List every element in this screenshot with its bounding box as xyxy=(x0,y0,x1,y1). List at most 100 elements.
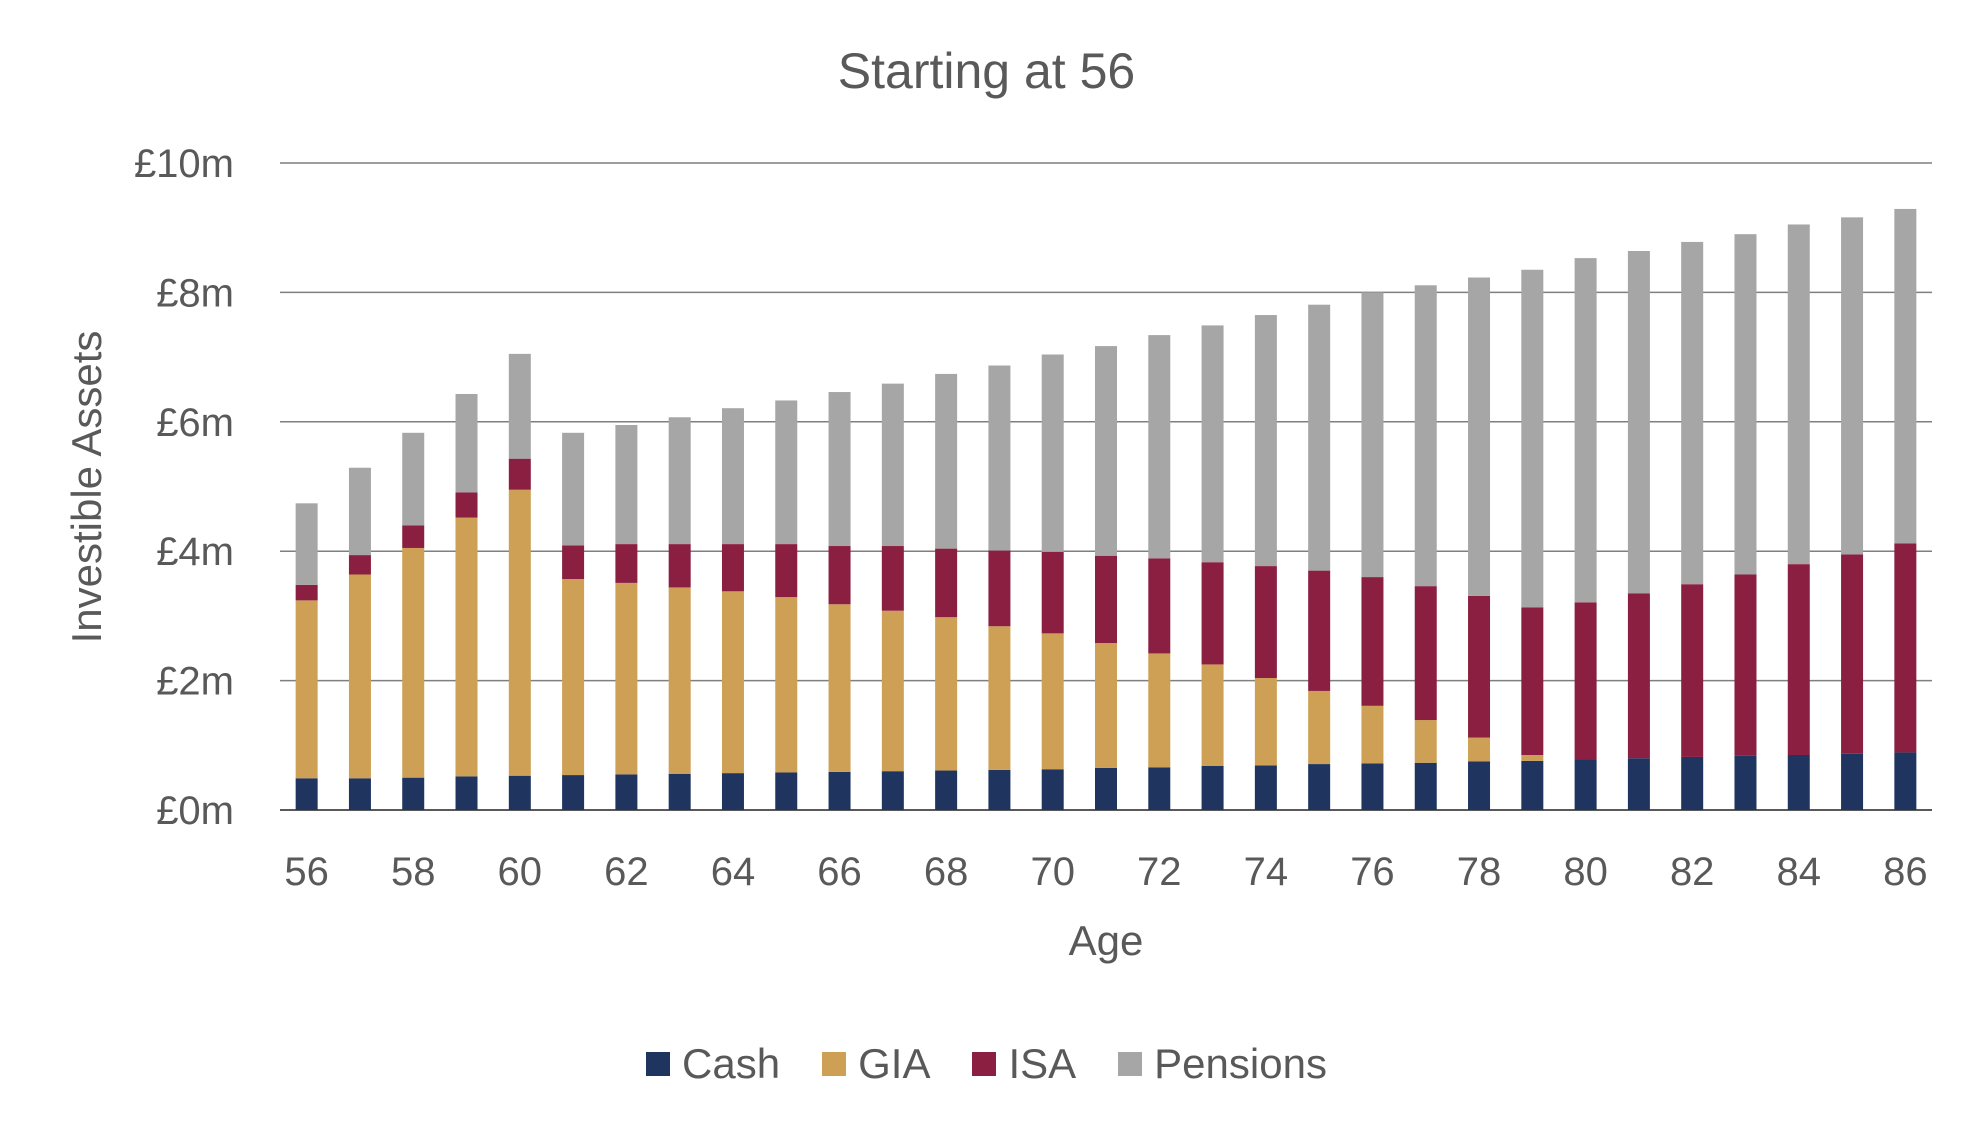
bar-isa-65 xyxy=(775,544,798,598)
bar-pensions-59 xyxy=(455,393,478,493)
bar-gia-60 xyxy=(508,489,531,776)
legend-swatch xyxy=(1118,1052,1143,1076)
bar-isa-82 xyxy=(1681,584,1704,757)
bar-pensions-67 xyxy=(881,383,904,547)
bar-pensions-69 xyxy=(988,365,1011,551)
y-tick-label: £6m xyxy=(156,401,234,445)
bar-gia-61 xyxy=(562,579,585,776)
bar-gia-70 xyxy=(1041,633,1064,770)
bar-pensions-68 xyxy=(935,373,958,549)
bar-isa-67 xyxy=(881,546,904,611)
bar-isa-58 xyxy=(402,525,425,548)
bar-pensions-58 xyxy=(402,432,425,526)
bar-cash-85 xyxy=(1841,753,1864,810)
bar-gia-58 xyxy=(402,547,425,778)
bar-gia-72 xyxy=(1148,653,1171,768)
bar-cash-78 xyxy=(1468,761,1491,810)
bar-gia-76 xyxy=(1361,705,1384,764)
bar-cash-73 xyxy=(1201,766,1224,810)
y-tick-label: £10m xyxy=(134,142,234,186)
bar-gia-75 xyxy=(1308,690,1331,765)
bar-gia-56 xyxy=(295,600,318,779)
bar-pensions-84 xyxy=(1787,224,1810,565)
bar-isa-86 xyxy=(1894,543,1917,753)
bar-pensions-72 xyxy=(1148,335,1171,559)
bar-isa-66 xyxy=(828,546,851,605)
bar-isa-79 xyxy=(1521,607,1544,756)
bar-isa-64 xyxy=(721,544,744,592)
legend-swatch xyxy=(646,1052,671,1076)
bar-cash-67 xyxy=(881,771,904,810)
x-tick-label: 78 xyxy=(1457,850,1502,894)
legend-swatch xyxy=(822,1052,847,1076)
legend: Cash GIA ISA Pensions xyxy=(0,1040,1973,1088)
bar-isa-80 xyxy=(1574,602,1597,760)
x-tick-label: 56 xyxy=(284,850,329,894)
bar-pensions-65 xyxy=(775,400,798,545)
bar-pensions-74 xyxy=(1254,315,1277,567)
bar-gia-66 xyxy=(828,604,851,772)
bar-isa-56 xyxy=(295,584,318,601)
bar-cash-70 xyxy=(1041,769,1064,810)
bar-pensions-76 xyxy=(1361,292,1384,578)
bar-isa-78 xyxy=(1468,595,1491,738)
y-axis-label: Investible Assets xyxy=(63,331,110,644)
x-tick-label: 64 xyxy=(711,850,756,894)
bar-isa-72 xyxy=(1148,558,1171,654)
bar-gia-79 xyxy=(1521,755,1544,761)
bar-pensions-85 xyxy=(1841,217,1864,555)
bar-pensions-71 xyxy=(1095,346,1117,556)
bar-cash-59 xyxy=(455,776,478,810)
bar-pensions-63 xyxy=(668,417,691,545)
x-tick-label: 60 xyxy=(498,850,543,894)
bar-pensions-75 xyxy=(1308,304,1331,571)
bar-pensions-79 xyxy=(1521,269,1544,608)
bar-cash-76 xyxy=(1361,763,1384,810)
bar-isa-73 xyxy=(1201,562,1224,665)
bar-gia-65 xyxy=(775,597,798,773)
y-tick-label: £0m xyxy=(156,789,234,833)
bar-cash-77 xyxy=(1414,762,1437,810)
bar-gia-68 xyxy=(935,617,958,771)
bar-pensions-70 xyxy=(1041,354,1064,552)
bar-gia-57 xyxy=(348,574,371,779)
bar-gia-59 xyxy=(455,517,478,777)
bar-isa-75 xyxy=(1308,570,1331,691)
bar-isa-62 xyxy=(615,544,638,583)
legend-item-isa: ISA xyxy=(972,1040,1076,1088)
bar-cash-58 xyxy=(402,777,425,810)
x-tick-label: 76 xyxy=(1350,850,1395,894)
x-tick-label: 72 xyxy=(1137,850,1182,894)
bar-cash-66 xyxy=(828,771,851,810)
x-tick-label: 80 xyxy=(1563,850,1608,894)
bar-isa-60 xyxy=(508,458,531,490)
bar-gia-64 xyxy=(721,591,744,774)
legend-label: ISA xyxy=(1008,1040,1077,1087)
x-tick-label: 70 xyxy=(1030,850,1075,894)
y-tick-label: £4m xyxy=(156,530,234,574)
bar-cash-71 xyxy=(1095,767,1117,810)
bar-isa-70 xyxy=(1041,551,1064,634)
bar-gia-67 xyxy=(881,610,904,772)
x-tick-label: 74 xyxy=(1244,850,1289,894)
x-tick-label: 68 xyxy=(924,850,969,894)
bar-gia-77 xyxy=(1414,720,1437,763)
bar-cash-64 xyxy=(721,773,744,810)
legend-swatch xyxy=(972,1052,997,1076)
bar-cash-68 xyxy=(935,770,958,810)
bar-gia-63 xyxy=(668,587,691,774)
bar-cash-65 xyxy=(775,772,798,810)
x-tick-label: 58 xyxy=(391,850,436,894)
legend-label: Cash xyxy=(682,1040,781,1087)
bar-pensions-81 xyxy=(1627,250,1650,594)
bar-cash-86 xyxy=(1894,752,1917,810)
bar-pensions-62 xyxy=(615,425,638,545)
bar-cash-79 xyxy=(1521,760,1544,810)
bar-pensions-83 xyxy=(1734,234,1757,575)
bar-cash-84 xyxy=(1787,755,1810,810)
bar-pensions-64 xyxy=(721,408,744,545)
x-tick-label: 62 xyxy=(604,850,649,894)
bar-cash-57 xyxy=(348,778,371,810)
